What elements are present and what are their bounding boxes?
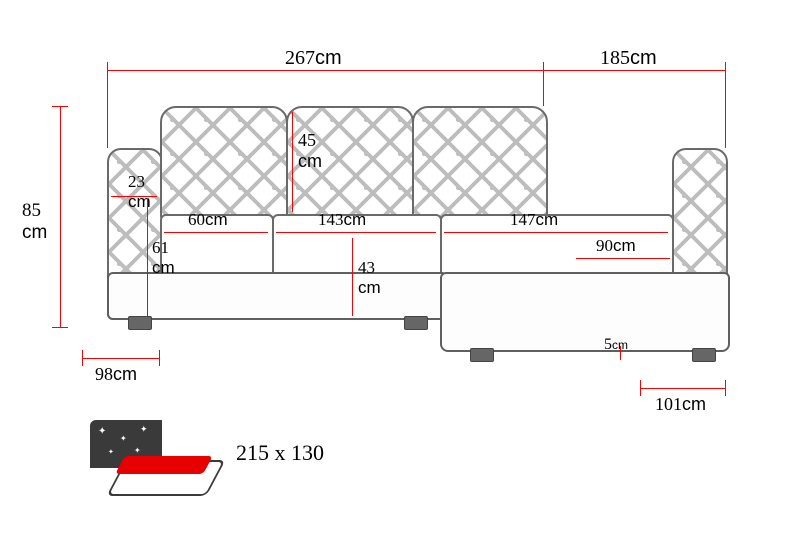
dim-line-seat-143 xyxy=(276,232,436,233)
star-icon: ✦ xyxy=(120,434,127,443)
dim-tick xyxy=(82,350,83,366)
dim-guide xyxy=(107,70,108,148)
dim-guide xyxy=(725,70,726,148)
dim-label-60: 60cm xyxy=(188,210,228,230)
sofa-back-cushion-3 xyxy=(412,106,548,222)
star-icon: ✦ xyxy=(134,446,141,455)
dim-tick xyxy=(725,380,726,396)
dim-line-seat-60 xyxy=(164,232,268,233)
dim-label-43: 43cm xyxy=(358,258,381,298)
dim-label-45: 45cm xyxy=(298,130,322,172)
dim-label-267: 267cm xyxy=(285,47,342,70)
mattress-top-icon xyxy=(115,456,213,474)
dim-line-chaise-147 xyxy=(444,232,668,233)
sofa-base-front xyxy=(107,272,448,320)
sofa-foot xyxy=(692,348,716,362)
sofa-chaise-base xyxy=(440,272,730,352)
dim-line-depth-101 xyxy=(640,388,726,389)
dim-line-total-width xyxy=(107,70,544,71)
dim-label-90: 90cm xyxy=(596,236,636,256)
dim-label-101: 101cm xyxy=(655,394,706,415)
sleep-dimension-label: 215 x 130 xyxy=(236,440,324,466)
dim-line-chaise-depth xyxy=(544,70,726,71)
dim-line-depth-98 xyxy=(82,358,160,359)
dim-line-arm-61 xyxy=(147,198,148,316)
star-icon: ✦ xyxy=(98,426,106,437)
dim-label-5: 5cm xyxy=(604,336,628,354)
dim-label-98: 98cm xyxy=(95,364,137,385)
dim-line-seat-43 xyxy=(352,238,353,316)
dim-tick xyxy=(52,106,68,107)
sofa-foot xyxy=(404,316,428,330)
sleep-surface-icon: ✦ ✦ ✦ ✦ ✦ xyxy=(90,420,260,510)
dim-line-chaise-90 xyxy=(576,258,670,259)
dim-label-61: 61cm xyxy=(152,238,175,278)
dim-tick xyxy=(159,350,160,366)
star-icon: ✦ xyxy=(140,424,148,435)
dim-tick xyxy=(52,327,68,328)
dimension-diagram: 267cm 185cm 85cm 98cm 101cm 45cm 23cm 61… xyxy=(0,0,800,533)
dim-line-back-45 xyxy=(292,112,293,212)
star-icon: ✦ xyxy=(108,448,114,456)
sofa-foot xyxy=(128,316,152,330)
dim-label-147: 147cm xyxy=(510,210,558,230)
dim-label-185: 185cm xyxy=(600,47,657,70)
sofa-foot xyxy=(470,348,494,362)
sofa-back-cushion-1 xyxy=(160,106,288,222)
dim-label-143: 143cm xyxy=(318,210,366,230)
dim-tick xyxy=(640,380,641,396)
dim-line-height-85 xyxy=(60,106,61,328)
dim-label-85: 85cm xyxy=(22,200,47,244)
dim-guide xyxy=(543,70,544,106)
